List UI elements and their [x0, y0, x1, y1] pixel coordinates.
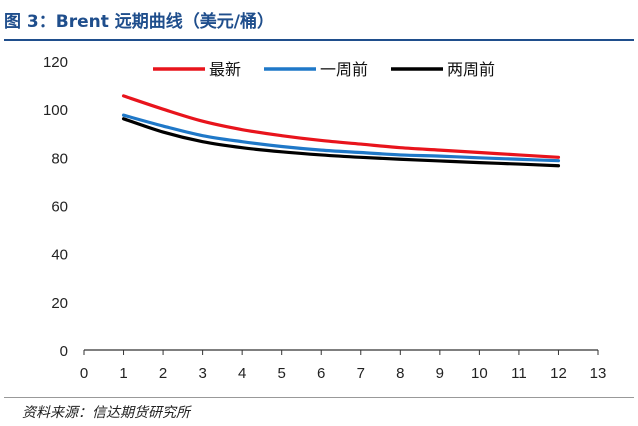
x-tick-label: 13 — [590, 365, 607, 382]
y-tick-label: 60 — [51, 199, 68, 216]
x-tick-label: 9 — [436, 365, 444, 382]
x-tick-label: 12 — [550, 365, 567, 382]
x-tick-label: 7 — [357, 365, 365, 382]
legend-label-1: 最新 — [209, 60, 241, 79]
x-tick-label: 0 — [80, 365, 88, 382]
x-tick-label: 2 — [159, 365, 167, 382]
y-tick-label: 100 — [43, 102, 68, 119]
figure-title: 图 3：Brent 远期曲线（美元/桶） — [4, 12, 274, 32]
x-tick-label: 11 — [511, 365, 527, 382]
source-divider — [4, 397, 634, 398]
y-tick-label: 120 — [43, 54, 68, 71]
x-tick-label: 8 — [396, 365, 404, 382]
series-line-2 — [121, 113, 561, 163]
y-tick-label: 40 — [51, 247, 68, 264]
x-tick-label: 1 — [119, 365, 127, 382]
series-line-3 — [121, 117, 561, 168]
chart-legend: 最新 一周前 两周前 — [153, 60, 495, 79]
x-tick-label: 3 — [198, 365, 206, 382]
x-tick-label: 4 — [238, 365, 246, 382]
y-tick-label: 80 — [51, 150, 68, 167]
x-tick-label: 10 — [471, 365, 488, 382]
y-tick-label: 0 — [60, 343, 68, 360]
chart-series-layer — [121, 94, 561, 168]
source-note: 资料来源：信达期货研究所 — [22, 405, 190, 421]
title-divider — [4, 39, 634, 41]
y-tick-label: 20 — [51, 295, 68, 312]
legend-label-3: 两周前 — [447, 60, 495, 79]
legend-label-2: 一周前 — [320, 60, 368, 79]
x-tick-label: 6 — [317, 365, 325, 382]
x-tick-label: 5 — [278, 365, 286, 382]
series-line-1 — [121, 94, 561, 159]
